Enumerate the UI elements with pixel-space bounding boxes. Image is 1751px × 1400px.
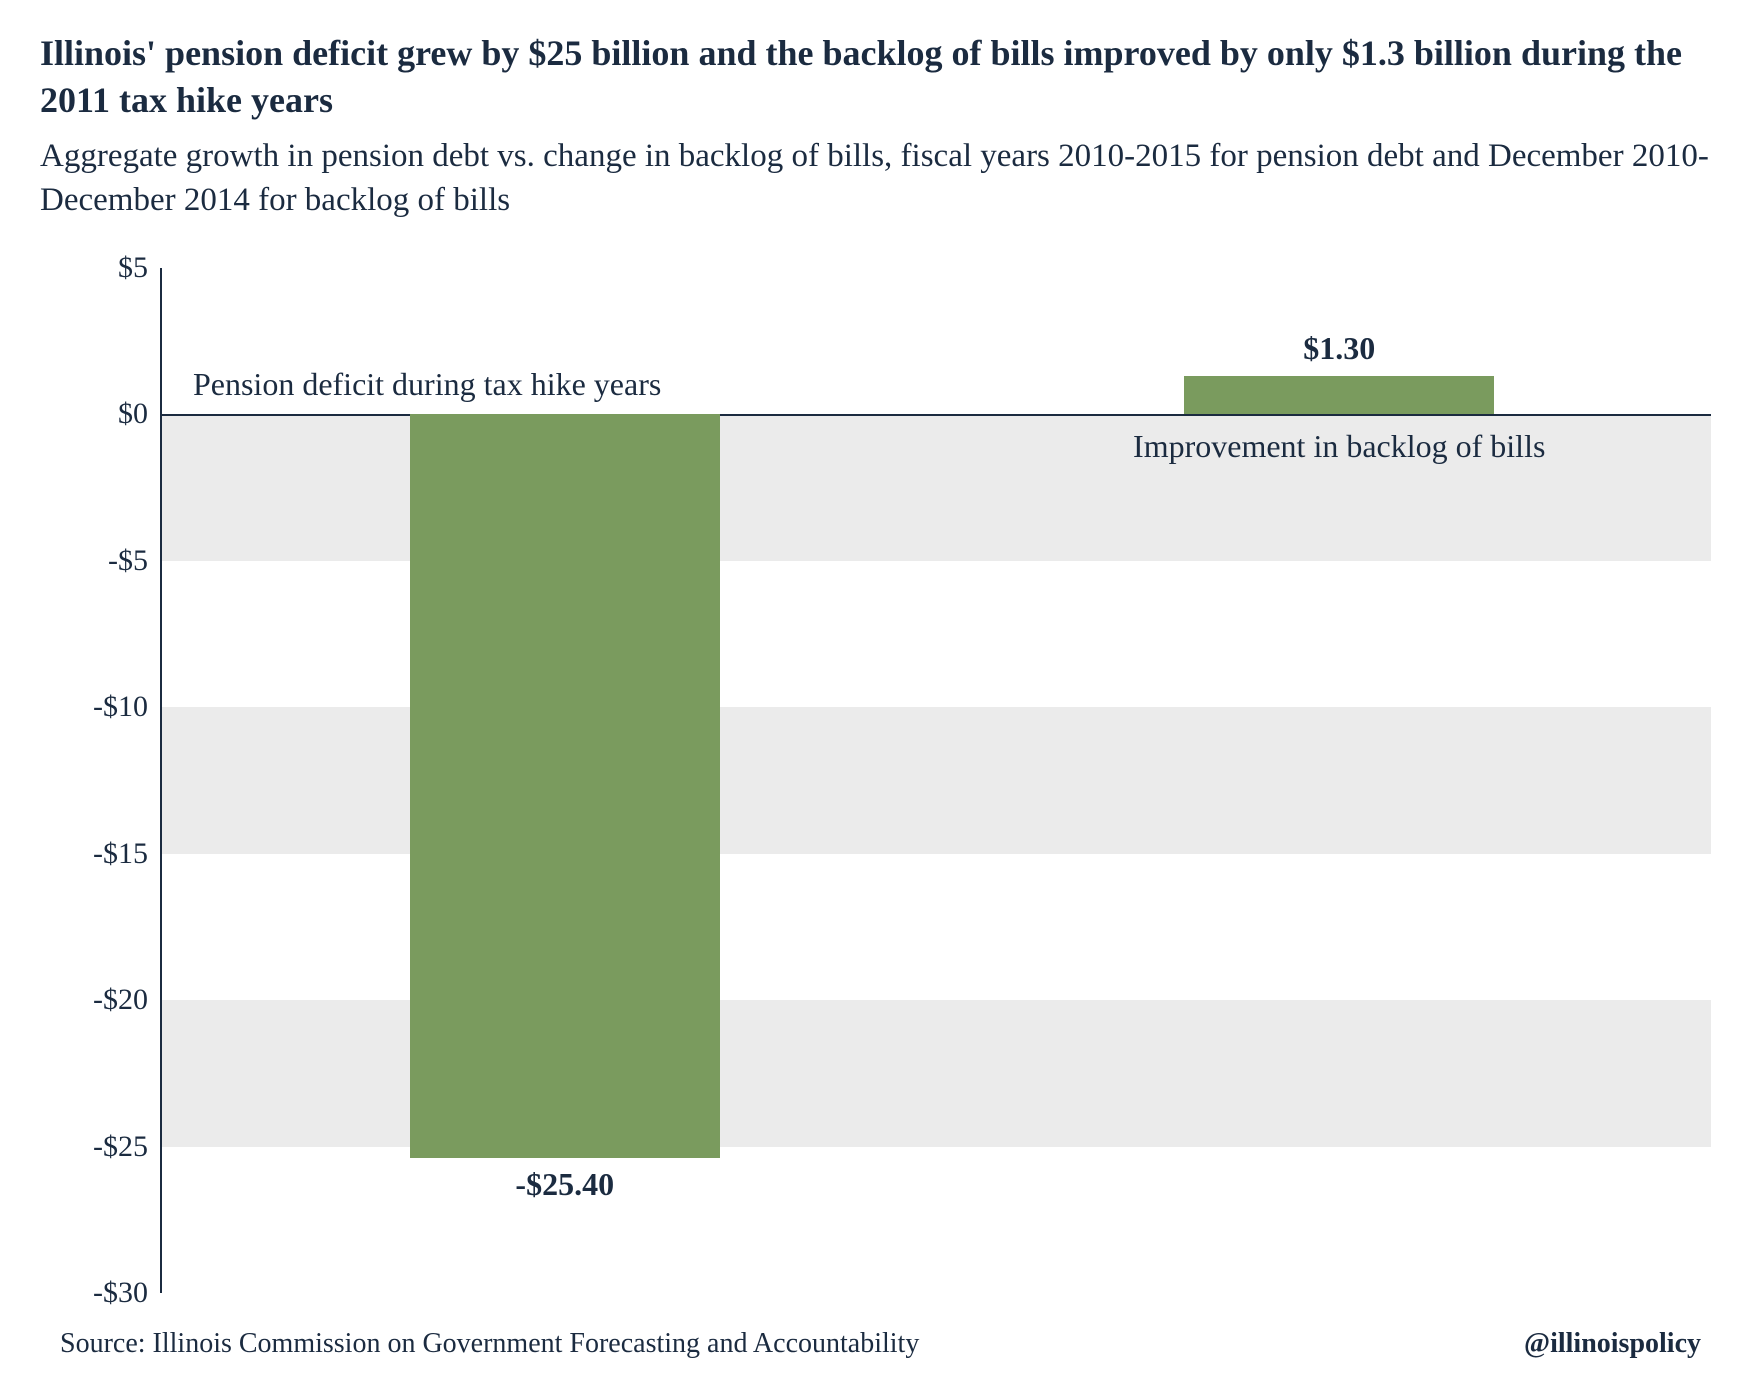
y-tick: -$15 xyxy=(93,837,148,871)
y-tick: -$10 xyxy=(93,690,148,724)
plot-area: -$25.40 Pension deficit during tax hike y… xyxy=(160,268,1711,1293)
y-tick: $0 xyxy=(118,397,148,431)
grid-band xyxy=(162,1000,1711,1146)
y-axis: $5$0-$5-$10-$15-$20-$25-$30 xyxy=(40,268,160,1293)
bar xyxy=(410,414,720,1158)
category-label: Pension deficit during tax hike years xyxy=(193,366,661,403)
y-tick: -$20 xyxy=(93,983,148,1017)
chart-footer: Source: Illinois Commission on Governmen… xyxy=(40,1328,1711,1370)
chart-container: Illinois' pension deficit grew by $25 bi… xyxy=(40,30,1711,1370)
y-tick: $5 xyxy=(118,251,148,285)
chart-subtitle: Aggregate growth in pension debt vs. cha… xyxy=(40,134,1711,223)
y-tick: -$5 xyxy=(108,544,148,578)
handle-text: @illinoispolicy xyxy=(1524,1328,1701,1360)
y-tick: -$25 xyxy=(93,1130,148,1164)
bar-value-label: $1.30 xyxy=(1303,330,1375,367)
grid-band xyxy=(162,561,1711,707)
zero-line xyxy=(162,414,1711,416)
chart-area: $5$0-$5-$10-$15-$20-$25-$30 -$25.40Pensi… xyxy=(40,268,1711,1293)
source-text: Source: Illinois Commission on Governmen… xyxy=(60,1328,919,1360)
bar-value-label: -$25.40 xyxy=(515,1166,614,1203)
grid-band xyxy=(162,854,1711,1000)
bar xyxy=(1184,376,1494,414)
grid-band xyxy=(162,1147,1711,1293)
grid-band xyxy=(162,707,1711,853)
y-tick: -$30 xyxy=(93,1276,148,1310)
chart-title: Illinois' pension deficit grew by $25 bi… xyxy=(40,30,1711,124)
category-label: Improvement in backlog of bills xyxy=(1133,428,1545,465)
